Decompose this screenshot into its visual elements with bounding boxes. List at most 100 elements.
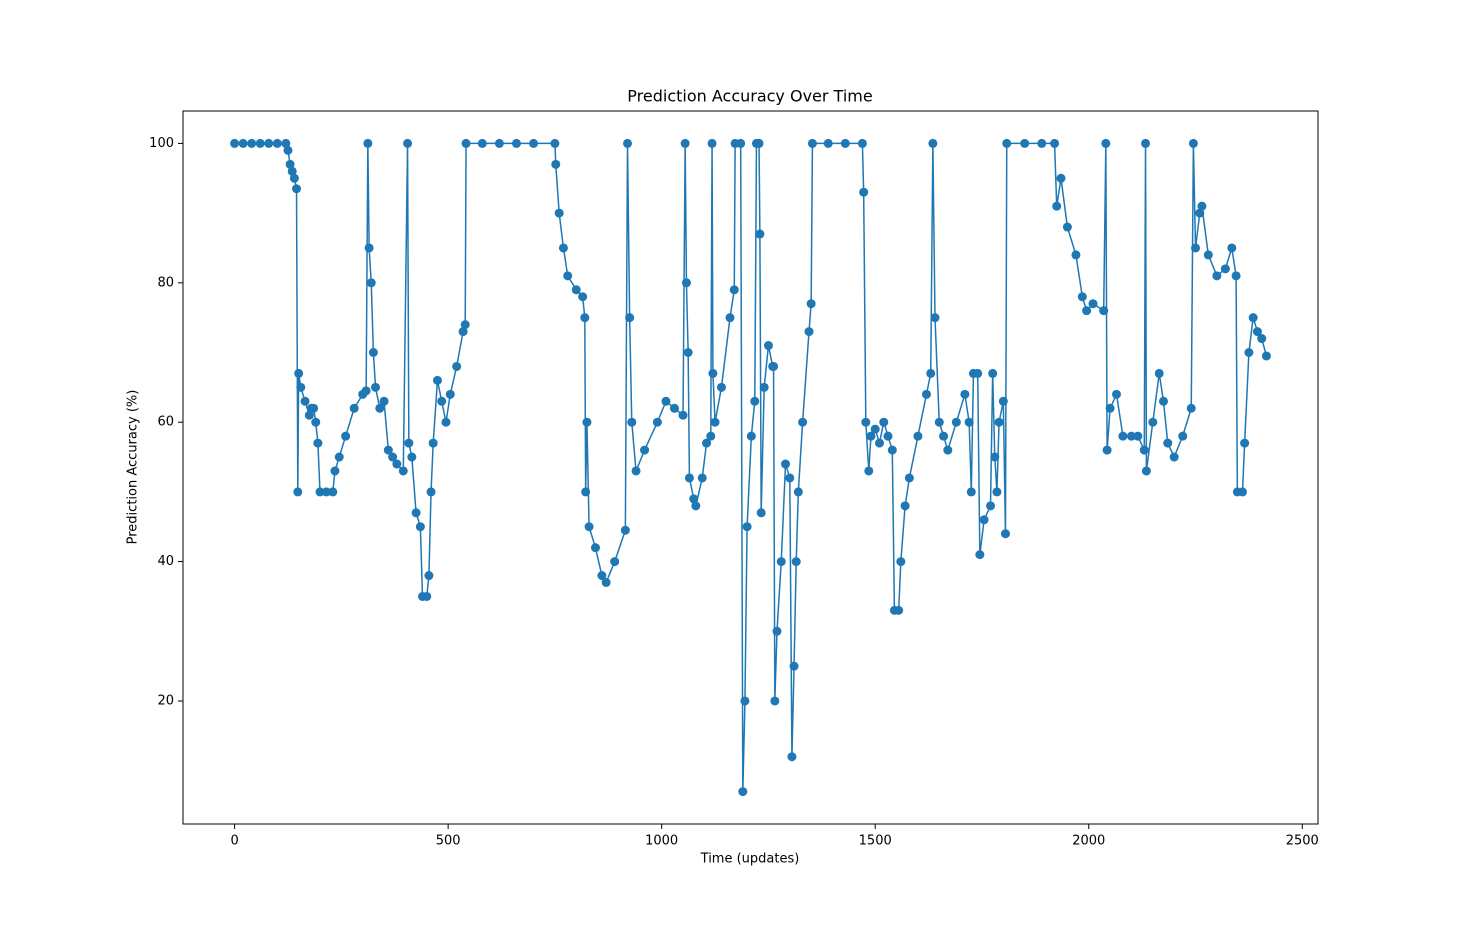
data-point xyxy=(691,501,701,511)
data-point xyxy=(366,278,376,288)
x-tick-label: 2000 xyxy=(1072,834,1105,849)
data-point xyxy=(887,445,897,455)
data-point xyxy=(904,473,914,483)
data-point xyxy=(620,525,630,535)
data-point xyxy=(772,626,782,636)
data-point xyxy=(1248,313,1258,323)
data-point xyxy=(477,138,487,148)
data-point xyxy=(1099,306,1109,316)
data-point xyxy=(1126,431,1136,441)
data-point xyxy=(754,138,764,148)
data-point xyxy=(371,382,381,392)
data-point xyxy=(943,445,953,455)
data-point xyxy=(289,173,299,183)
data-point xyxy=(1154,368,1164,378)
data-point xyxy=(300,396,310,406)
data-point xyxy=(296,382,306,392)
data-point xyxy=(928,138,938,148)
data-point xyxy=(1105,403,1115,413)
data-point xyxy=(383,445,393,455)
data-point xyxy=(328,487,338,497)
data-point xyxy=(388,452,398,462)
data-point xyxy=(1195,208,1205,218)
data-point xyxy=(1240,438,1250,448)
x-tick-label: 1000 xyxy=(645,834,678,849)
data-point xyxy=(1252,327,1262,337)
data-point xyxy=(1020,138,1030,148)
y-tick-label: 20 xyxy=(157,693,174,708)
data-point xyxy=(1082,306,1092,316)
data-point xyxy=(422,591,432,601)
data-point xyxy=(994,417,1004,427)
data-point xyxy=(551,159,561,169)
data-point xyxy=(1220,264,1230,274)
data-point xyxy=(1231,271,1241,281)
data-point xyxy=(304,410,314,420)
data-point xyxy=(755,229,765,239)
data-point xyxy=(315,487,325,497)
data-point xyxy=(661,396,671,406)
data-point xyxy=(926,368,936,378)
data-point xyxy=(804,327,814,337)
data-point xyxy=(460,320,470,330)
data-point xyxy=(823,138,833,148)
data-point xyxy=(404,438,414,448)
data-point xyxy=(311,417,321,427)
data-point xyxy=(736,138,746,148)
data-point xyxy=(313,438,323,448)
data-point xyxy=(879,417,889,427)
data-point xyxy=(966,487,976,497)
data-point xyxy=(309,403,319,413)
data-point xyxy=(1148,417,1158,427)
data-point xyxy=(511,138,521,148)
data-point xyxy=(558,243,568,253)
data-point xyxy=(1002,138,1012,148)
data-point xyxy=(1139,445,1149,455)
data-point xyxy=(445,389,455,399)
y-tick-label: 40 xyxy=(157,554,174,569)
data-point xyxy=(684,473,694,483)
data-point xyxy=(738,787,748,797)
data-point xyxy=(1163,438,1173,448)
data-point xyxy=(1000,529,1010,539)
data-point xyxy=(683,348,693,357)
data-point xyxy=(678,410,688,420)
data-point xyxy=(330,466,340,476)
data-point xyxy=(939,431,949,441)
data-point xyxy=(874,438,884,448)
data-point xyxy=(415,522,425,532)
data-point xyxy=(580,313,590,323)
data-point xyxy=(913,431,923,441)
data-point xyxy=(255,138,265,148)
data-point xyxy=(702,438,712,448)
data-point xyxy=(934,417,944,427)
data-point xyxy=(411,508,421,518)
data-point xyxy=(368,348,378,357)
data-point xyxy=(398,466,408,476)
data-point xyxy=(857,138,867,148)
data-point xyxy=(1169,452,1179,462)
data-point xyxy=(1071,250,1081,260)
data-point xyxy=(896,557,906,567)
data-point xyxy=(669,403,679,413)
data-point xyxy=(883,431,893,441)
data-point xyxy=(1101,138,1111,148)
data-point xyxy=(840,138,850,148)
data-point xyxy=(1141,466,1151,476)
data-point xyxy=(285,159,295,169)
data-point xyxy=(806,299,816,309)
data-point xyxy=(625,313,635,323)
data-point xyxy=(725,313,735,323)
data-point xyxy=(1178,431,1188,441)
data-point xyxy=(707,138,717,148)
data-point xyxy=(292,184,302,194)
data-point xyxy=(1257,334,1267,344)
data-point xyxy=(363,138,373,148)
data-point xyxy=(894,605,904,615)
data-point xyxy=(1050,138,1060,148)
data-point xyxy=(349,403,359,413)
data-point xyxy=(769,361,779,371)
data-point xyxy=(364,243,374,253)
data-point xyxy=(631,466,641,476)
chart-title: Prediction Accuracy Over Time xyxy=(627,87,872,106)
